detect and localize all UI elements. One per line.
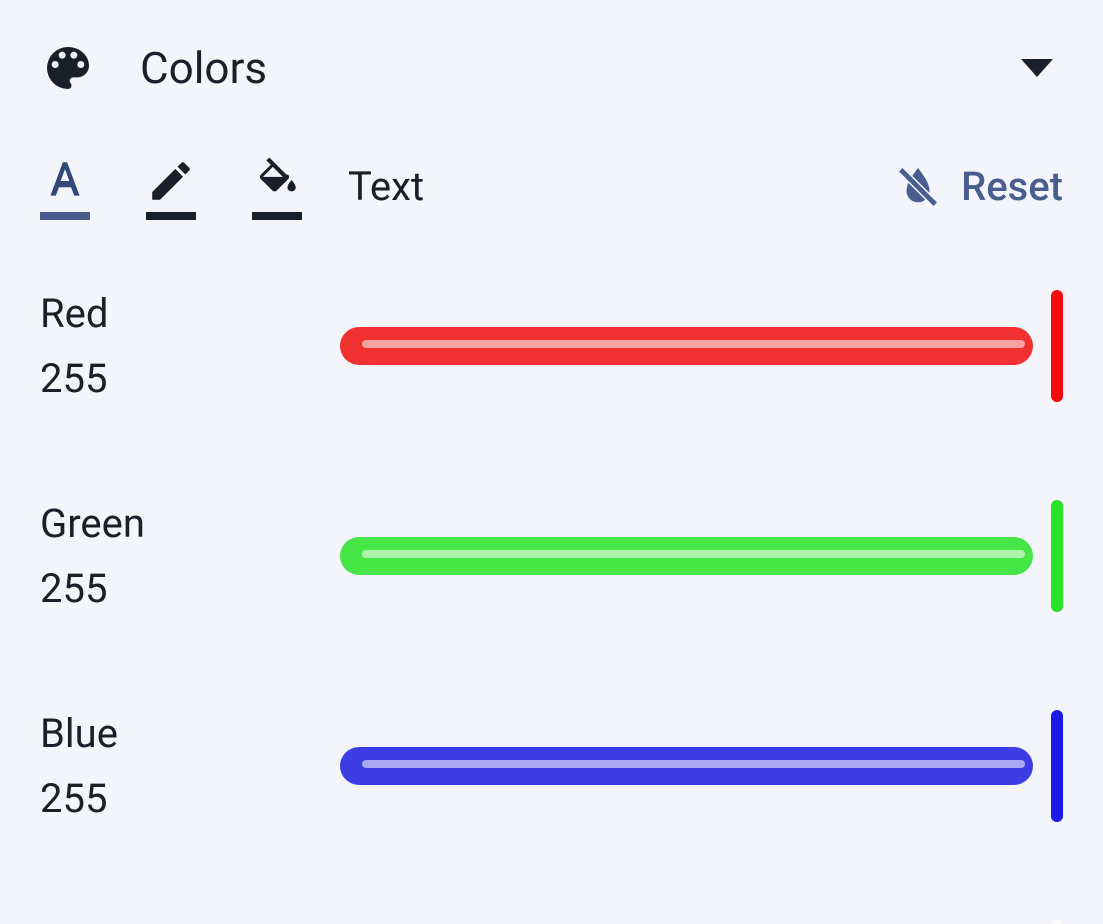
channel-value: 255 — [40, 775, 340, 822]
blue-slider-track[interactable] — [340, 747, 1033, 785]
channel-label: Red — [40, 290, 340, 337]
active-mode-label: Text — [348, 163, 424, 220]
reset-label: Reset — [961, 163, 1063, 210]
channel-value: 255 — [40, 565, 340, 612]
text-color-tab[interactable] — [40, 156, 90, 220]
channel-sliders: Red 255 Green 255 Blue 255 — [40, 290, 1063, 924]
blue-channel-row: Blue 255 — [40, 710, 1063, 822]
red-slider-track[interactable] — [340, 327, 1033, 365]
tab-underline — [146, 212, 196, 220]
reset-color-icon — [895, 164, 941, 210]
channel-label: Blue — [40, 710, 340, 757]
color-mode-toolbar: Text Reset — [40, 156, 1063, 220]
reset-button[interactable]: Reset — [895, 163, 1063, 220]
green-channel-row: Green 255 — [40, 500, 1063, 612]
channel-value: 255 — [40, 355, 340, 402]
channel-label: Green — [40, 500, 340, 547]
bucket-icon — [252, 156, 302, 206]
fill-color-tab[interactable] — [252, 156, 302, 220]
stroke-color-tab[interactable] — [146, 156, 196, 220]
tab-underline — [252, 212, 302, 220]
green-slider-track[interactable] — [340, 537, 1033, 575]
active-tab-underline — [40, 212, 90, 220]
panel-header: Colors — [40, 40, 1063, 96]
collapse-toggle[interactable] — [1021, 59, 1053, 77]
colors-panel: Colors Text — [0, 0, 1103, 924]
channel-label: Alpha — [40, 920, 340, 924]
alpha-channel-row: Alpha 255 — [40, 920, 1063, 924]
alpha-slider-thumb[interactable] — [1051, 920, 1063, 924]
red-channel-row: Red 255 — [40, 290, 1063, 402]
red-slider-thumb[interactable] — [1051, 290, 1063, 402]
panel-title: Colors — [140, 42, 1021, 94]
text-color-icon — [40, 156, 90, 206]
green-slider-thumb[interactable] — [1051, 500, 1063, 612]
pencil-icon — [146, 156, 196, 206]
blue-slider-thumb[interactable] — [1051, 710, 1063, 822]
palette-icon — [40, 40, 96, 96]
